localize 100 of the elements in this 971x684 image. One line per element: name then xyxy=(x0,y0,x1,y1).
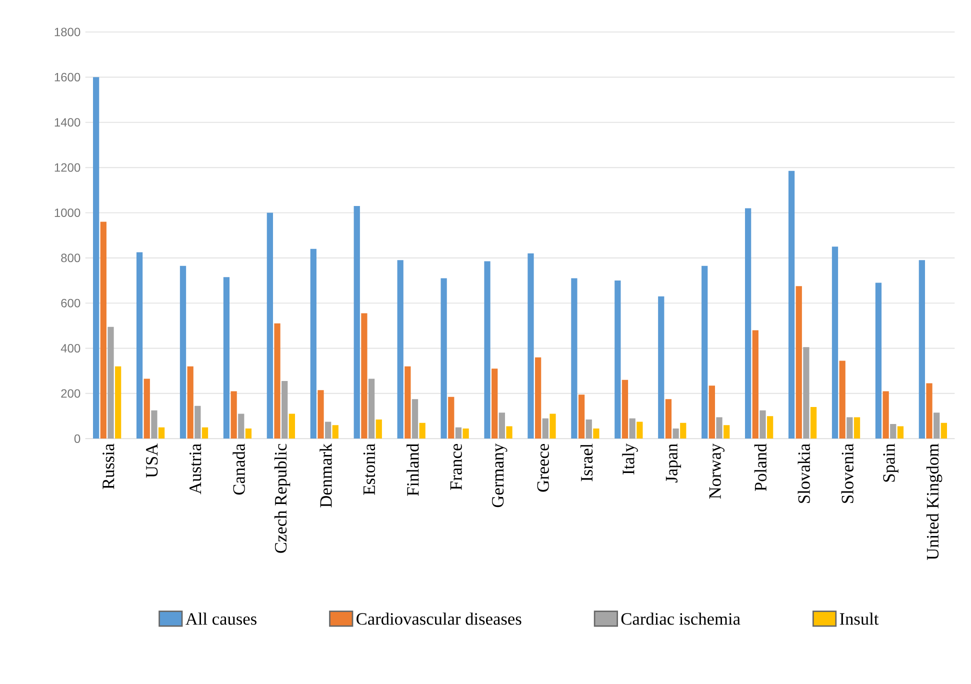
y-tick-label: 0 xyxy=(74,434,80,443)
legend-label: Cardiovascular diseases xyxy=(356,612,522,625)
bar xyxy=(571,278,578,439)
y-tick-label: 800 xyxy=(61,254,80,262)
bar xyxy=(492,368,498,439)
bar xyxy=(245,428,252,439)
bar xyxy=(708,386,715,439)
x-tick-label: Finland xyxy=(406,444,419,496)
bar xyxy=(448,396,454,439)
bar xyxy=(223,277,230,439)
bar xyxy=(455,427,462,439)
bar xyxy=(934,412,940,439)
bar xyxy=(767,416,774,439)
bar xyxy=(288,414,296,439)
y-tick-label: 1200 xyxy=(54,163,80,172)
bar xyxy=(412,399,418,439)
bar xyxy=(462,428,469,439)
bar xyxy=(310,248,316,439)
bar xyxy=(622,380,628,439)
bar xyxy=(593,428,600,439)
bar xyxy=(839,360,846,439)
bar xyxy=(282,381,288,439)
bar xyxy=(318,390,324,439)
bar xyxy=(745,208,752,439)
x-tick-label: Japan xyxy=(666,444,681,482)
bar xyxy=(890,424,896,439)
bar xyxy=(788,170,795,439)
legend-label: Insult xyxy=(840,612,879,625)
bar xyxy=(368,378,375,439)
bar xyxy=(882,391,889,439)
x-tick-label: Austria xyxy=(190,444,202,494)
x-tick-label: USA xyxy=(146,443,158,478)
legend-label: All causes xyxy=(186,612,256,625)
bar xyxy=(665,399,672,439)
bar xyxy=(752,330,758,439)
y-tick-label: 400 xyxy=(60,344,80,353)
bar xyxy=(108,326,114,439)
bar xyxy=(376,419,382,439)
bar xyxy=(361,313,368,439)
bar xyxy=(702,266,708,439)
x-tick-label: Russia xyxy=(102,444,114,490)
bar xyxy=(716,417,722,439)
x-tick-label: Estonia xyxy=(363,444,376,495)
x-tick-label: Slovakia xyxy=(798,444,810,503)
bar xyxy=(115,366,122,439)
bar xyxy=(158,427,165,439)
bar xyxy=(325,422,332,439)
y-tick-label: 600 xyxy=(61,298,80,308)
x-tick-label: Israel xyxy=(580,444,593,482)
bar xyxy=(832,246,838,439)
bar xyxy=(542,418,548,439)
bar xyxy=(614,280,621,439)
bar xyxy=(810,407,817,439)
x-tick-label: Spain xyxy=(883,444,898,482)
bar xyxy=(144,378,150,439)
bar xyxy=(230,391,237,439)
x-tick-label: United Kingdom xyxy=(926,444,942,560)
bar xyxy=(440,278,447,439)
bar xyxy=(151,410,158,439)
y-tick-label: 1600 xyxy=(54,72,80,82)
x-tick-label: Canada xyxy=(232,444,245,495)
bar xyxy=(658,296,664,439)
x-tick-label: Poland xyxy=(754,444,766,492)
bar xyxy=(724,425,730,439)
y-tick-label: 1400 xyxy=(54,118,80,127)
bar xyxy=(404,366,411,439)
y-tick-label: 1000 xyxy=(54,208,80,217)
bar xyxy=(484,261,490,439)
bar xyxy=(803,347,810,439)
x-tick-label: Greece xyxy=(537,444,549,492)
bar xyxy=(796,286,802,439)
bar xyxy=(578,394,585,439)
bar xyxy=(202,427,208,439)
bar xyxy=(846,417,853,439)
bar xyxy=(266,212,274,439)
bar xyxy=(875,282,882,439)
x-tick-label: France xyxy=(450,444,462,490)
x-tick-label: Czech Republic xyxy=(274,444,290,553)
x-tick-label: Norway xyxy=(709,443,724,499)
bar xyxy=(274,323,280,439)
bar xyxy=(136,252,143,439)
bar xyxy=(760,410,766,439)
bar xyxy=(680,422,686,439)
bar xyxy=(180,266,186,439)
bar xyxy=(506,426,512,439)
x-tick-label: Denmark xyxy=(320,443,332,508)
x-tick-label: Italy xyxy=(622,443,638,474)
y-tick-label: 1800 xyxy=(54,28,80,36)
bar xyxy=(854,417,860,439)
bar xyxy=(100,222,106,439)
bar xyxy=(332,425,338,439)
bar xyxy=(419,422,426,439)
bar xyxy=(940,422,948,439)
bar xyxy=(93,77,100,439)
bar xyxy=(918,260,925,439)
bar xyxy=(498,412,506,439)
bar xyxy=(528,253,534,439)
legend-label: Cardiac ischemia xyxy=(621,612,740,625)
bar xyxy=(629,418,636,439)
bar xyxy=(194,406,201,439)
